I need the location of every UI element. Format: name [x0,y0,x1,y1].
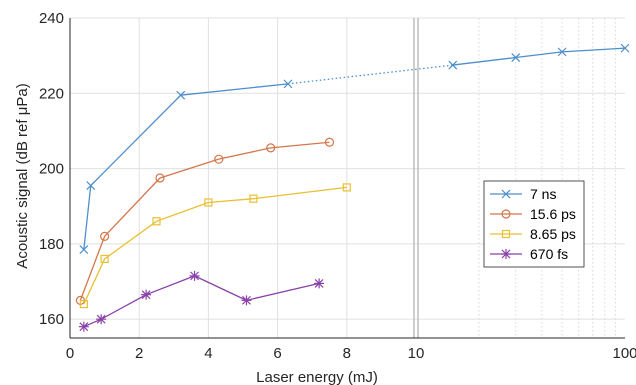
data-point-marker [79,300,88,309]
data-point-marker [189,270,200,281]
series-line-segment [83,318,102,328]
y-tick-label: 160 [39,311,64,328]
series-line-segment [145,275,195,296]
data-point-marker [176,90,186,100]
x-tick-label: 0 [66,345,74,362]
data-point-marker [152,217,161,226]
grid [70,17,625,338]
x-tick-label: 6 [273,345,281,362]
data-point-marker [557,47,567,57]
y-tick-label: 240 [39,10,64,27]
series-line-segment [83,258,106,305]
data-point-marker [86,181,96,190]
y-tick-label: 180 [39,236,64,253]
legend-label: 15.6 ps [530,206,576,222]
data-point-marker [96,314,107,325]
data-point-marker [204,198,213,207]
legend-item: 8.65 ps [490,226,576,242]
data-point-marker [155,173,165,183]
series-line-segment [218,147,271,160]
data-point-marker [266,143,276,153]
series-line-segment [156,201,209,222]
y-axis-title: Acoustic signal (dB ref μPa) [14,83,31,268]
data-point-marker [314,278,325,289]
series-line-segment [194,275,247,301]
series-3 [79,183,351,309]
legend-label: 8.65 ps [530,226,576,242]
x-tick-label: 8 [343,345,351,362]
series-1 [79,43,630,254]
data-point-marker [501,209,511,219]
data-point-marker [620,43,630,53]
series-line-segment [208,198,254,204]
axes: 160 180 200 220 240 0 2 4 6 8 10 100 [39,10,636,362]
data-point-marker [342,183,351,192]
legend-label: 670 fs [530,246,568,262]
series-line-segment [79,236,106,301]
data-point-marker [99,231,110,241]
series-line-segment [270,141,330,149]
legend-box [483,180,585,268]
x-tick-label: 10 [408,345,425,362]
legend-item: 670 fs [490,246,568,262]
series-line-segment [246,282,320,301]
series-line-segment [90,94,182,186]
data-point-marker [501,189,511,199]
x-tick-label: 4 [204,345,212,362]
series-layer [75,43,630,332]
legend-label: 7 ns [530,186,556,202]
data-point-marker [511,53,521,62]
legend-item: 15.6 ps [490,206,576,222]
series-line-segment [100,294,147,320]
series-line-segment [83,185,92,250]
legend: 7 ns 15.6 ps 8.65 ps 670 fs [483,180,585,268]
data-point-marker [324,137,335,147]
data-point-marker [78,321,89,332]
series-line-segment [104,220,157,260]
data-point-marker [79,245,89,254]
x-tick-label: 2 [135,345,143,362]
series-4 [78,270,325,332]
series-line-segment [180,83,289,96]
data-point-marker [241,295,252,306]
legend-item: 7 ns [490,186,556,202]
data-point-marker [214,154,224,164]
data-point-marker [283,79,293,89]
series-line-segment [452,56,516,66]
series-line-segment [159,158,219,179]
series-line-segment [515,51,563,59]
series-2 [75,137,335,305]
data-point-marker [501,249,511,259]
series-line-segment [562,47,626,53]
series-line-segment [253,186,347,200]
data-point-marker [249,194,258,203]
y-tick-label: 200 [39,161,64,178]
data-point-marker [448,60,458,70]
data-point-marker [141,289,152,300]
data-point-marker [100,254,109,264]
data-point-marker [501,229,511,239]
series-line-segment [104,177,161,237]
x-tick-label: 100 [612,345,636,362]
y-tick-label: 220 [39,85,64,102]
x-axis-title: Laser energy (mJ) [256,369,378,385]
